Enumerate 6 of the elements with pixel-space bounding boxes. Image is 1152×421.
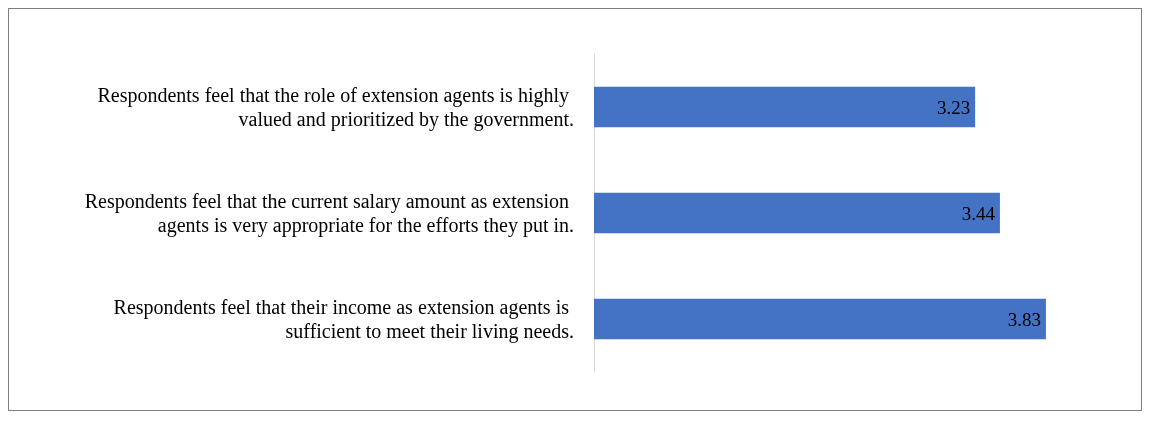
y-tick-label: Respondents feel that their income as extension agents is sufficient to meet their living needs. <box>113 296 574 343</box>
data-label: 3.44 <box>961 202 996 224</box>
data-label: 3.23 <box>936 96 971 118</box>
data-label: 3.83 <box>1007 308 1041 330</box>
y-tick-label: Respondents feel that the current salary amount as extension agents is very appropriate for the efforts they put in. <box>84 190 574 237</box>
y-tick-label: Respondents feel that the role of extension agents is highly valued and prioritized by the government. <box>97 84 574 131</box>
